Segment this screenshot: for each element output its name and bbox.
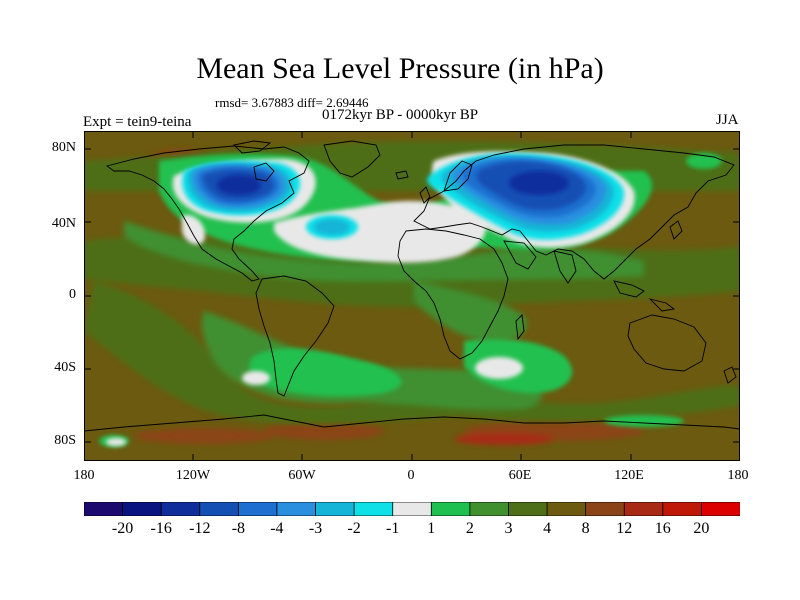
colorbar-label: -4	[270, 520, 284, 537]
colorbar-label: 1	[427, 520, 436, 537]
colorbar-swatch	[701, 502, 740, 516]
colorbar-label: 4	[543, 520, 552, 537]
colorbar-label: -20	[111, 520, 134, 537]
colorbar-swatch	[623, 502, 664, 516]
colorbar-label: 8	[581, 520, 590, 537]
colorbar-swatch	[392, 502, 432, 516]
season-label: JJA	[716, 112, 739, 128]
colorbar-swatch	[315, 502, 355, 516]
colorbar-swatch	[353, 502, 394, 516]
colorbar-swatch	[662, 502, 703, 516]
chart-title: Mean Sea Level Pressure (in hPa)	[196, 52, 604, 85]
colorbar-swatch	[546, 502, 587, 516]
colorbar-label: 3	[504, 520, 513, 537]
colorbar-label: -16	[150, 520, 172, 537]
colorbar-label: 2	[465, 520, 474, 537]
experiment-label: Expt = tein9-teina	[83, 114, 192, 130]
x-tick-60e: 60E	[508, 468, 532, 483]
colorbar-swatch	[276, 502, 317, 516]
stats-text: rmsd= 3.67883 diff= 2.69446	[215, 95, 369, 110]
colorbar-swatch	[160, 502, 201, 516]
y-tick-80s: 80S	[54, 433, 76, 448]
colorbar-label: -3	[308, 520, 323, 537]
y-tick-40s: 40S	[54, 360, 76, 375]
x-tick-180e: 180	[727, 468, 749, 483]
colorbar-label: 20	[693, 520, 710, 537]
y-tick-80n: 80N	[51, 140, 76, 155]
colorbar-swatch	[199, 502, 240, 516]
colorbar-label: -1	[386, 520, 400, 537]
axis-ticks	[84, 131, 740, 461]
colorbar-label: -2	[347, 520, 361, 537]
x-tick-60w: 60W	[288, 468, 316, 483]
pressure-map	[84, 131, 740, 461]
colorbar-swatch	[430, 502, 471, 516]
anomaly-minus12-zones	[217, 171, 569, 195]
x-tick-0: 0	[407, 468, 415, 483]
colorbar-label: -12	[189, 520, 211, 537]
x-tick-120w: 120W	[175, 468, 211, 483]
x-tick-180w: 180	[73, 468, 95, 483]
period-text: 0172kyr BP - 0000kyr BP	[322, 107, 479, 123]
x-tick-120e: 120E	[614, 468, 644, 483]
colorbar-swatch	[585, 502, 625, 516]
colorbar-label: 16	[654, 520, 671, 537]
colorbar-swatch	[237, 502, 278, 516]
colorbar	[84, 502, 740, 516]
y-tick-40n: 40N	[51, 216, 76, 231]
colorbar-label: 12	[616, 520, 633, 537]
colorbar-swatch	[469, 502, 510, 516]
y-tick-0: 0	[69, 287, 76, 302]
colorbar-swatch	[508, 502, 548, 516]
colorbar-swatch	[84, 502, 124, 516]
colorbar-swatch	[122, 502, 162, 516]
colorbar-label: -8	[231, 520, 246, 537]
coastlines	[84, 140, 740, 432]
